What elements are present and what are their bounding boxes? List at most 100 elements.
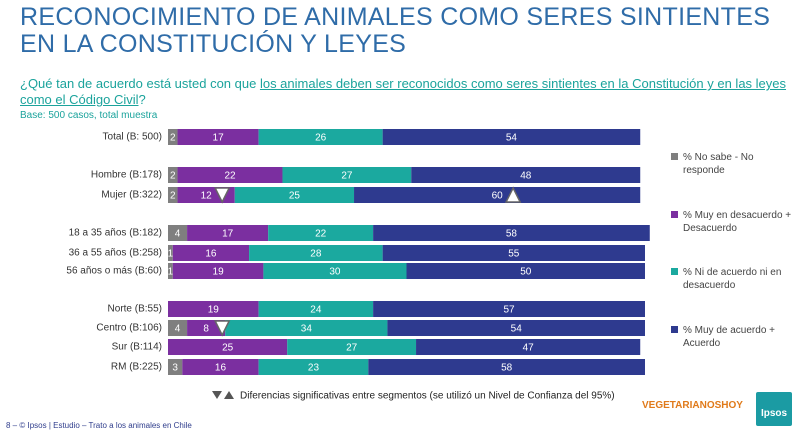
value-label: 16 xyxy=(205,249,217,260)
bar-segment xyxy=(225,320,388,336)
bar-segment xyxy=(234,187,355,203)
value-label: 55 xyxy=(508,249,520,260)
value-label: 50 xyxy=(520,267,532,278)
value-label: 48 xyxy=(520,171,532,182)
value-label: 17 xyxy=(222,229,234,240)
question-highlight: los animales deben ser reconocidos como … xyxy=(20,76,787,107)
value-label: 3 xyxy=(172,363,178,374)
value-label: 54 xyxy=(506,133,518,144)
category-label: Hombre (B:178) xyxy=(91,170,162,181)
category-label: Norte (B:55) xyxy=(108,304,162,315)
value-label: 54 xyxy=(511,324,523,335)
significance-marker xyxy=(213,187,231,204)
value-label: 16 xyxy=(215,363,227,374)
bar-segment xyxy=(406,263,645,279)
bar-segment xyxy=(258,301,374,317)
base-note: Base: 500 casos, total muestra xyxy=(20,110,158,121)
legend-label: % Ni de acuerdo ni en desacuerdo xyxy=(683,267,781,291)
value-label: 22 xyxy=(315,229,327,240)
bar-segment xyxy=(387,320,645,336)
value-label: 1 xyxy=(168,267,174,278)
bar-segment xyxy=(382,129,641,145)
legend-label: % Muy en desacuerdo + Desacuerdo xyxy=(683,210,791,234)
logo-ipsos: Ipsos xyxy=(756,392,792,426)
value-label: 23 xyxy=(308,363,320,374)
value-label: 1 xyxy=(168,249,174,260)
bar-segment xyxy=(168,225,188,241)
bar-segment xyxy=(354,187,641,203)
value-label: 2 xyxy=(170,133,176,144)
value-label: 26 xyxy=(315,133,327,144)
bar-segment xyxy=(177,129,259,145)
bar-segment xyxy=(263,263,407,279)
value-label: 22 xyxy=(224,171,236,182)
value-label: 17 xyxy=(213,133,225,144)
value-label: 25 xyxy=(289,191,301,202)
category-label: Mujer (B:322) xyxy=(101,190,162,201)
bar-segment xyxy=(168,263,173,279)
bar-segment xyxy=(168,187,178,203)
value-label: 27 xyxy=(341,171,353,182)
legend-label: % No sabe - No responde xyxy=(683,152,754,176)
bar-segment xyxy=(411,167,641,183)
value-label: 25 xyxy=(222,343,234,354)
bar-segment xyxy=(373,301,645,317)
note-marker xyxy=(224,391,234,399)
bar-segment xyxy=(258,129,383,145)
bar-segment xyxy=(249,245,383,261)
footer-text: © Ipsos | Estudio – Trato a los animales… xyxy=(19,421,192,430)
bar-segment xyxy=(168,245,173,261)
category-label: Total (B: 500) xyxy=(103,132,162,143)
legend-swatch xyxy=(671,153,678,160)
category-label: Sur (B:114) xyxy=(112,342,162,353)
bar-segment xyxy=(168,339,288,355)
logo-vegetarianos: VEGETARIANOSHOY xyxy=(642,400,743,411)
bar-segment xyxy=(258,359,369,375)
bar-segment xyxy=(168,301,259,317)
value-label: 19 xyxy=(213,267,225,278)
bar-segment xyxy=(182,359,259,375)
value-label: 28 xyxy=(310,249,322,260)
value-label: 4 xyxy=(175,229,181,240)
value-label: 47 xyxy=(523,343,535,354)
bar-segment xyxy=(172,245,250,261)
significance-note: Diferencias significativas entre segment… xyxy=(240,391,615,402)
bar-segment xyxy=(368,359,645,375)
bar-segment xyxy=(268,225,374,241)
value-label: 2 xyxy=(170,191,176,202)
bar-segment xyxy=(382,245,645,261)
category-label: Centro (B:106) xyxy=(96,323,162,334)
bar-segment xyxy=(282,167,412,183)
bar-segment xyxy=(187,225,269,241)
bar-segment xyxy=(287,339,417,355)
bar-segment xyxy=(416,339,641,355)
value-label: 27 xyxy=(346,343,358,354)
question: ¿Qué tan de acuerdo está usted con que l… xyxy=(20,76,790,108)
bar-segment xyxy=(168,320,188,336)
significance-marker xyxy=(504,186,522,203)
title: RECONOCIMIENTO DE ANIMALES COMO SERES SI… xyxy=(20,3,771,58)
value-label: 19 xyxy=(208,305,220,316)
value-label: 8 xyxy=(203,324,209,335)
bar-segment xyxy=(168,167,178,183)
value-label: 24 xyxy=(310,305,322,316)
legend-swatch xyxy=(671,211,678,218)
value-label: 30 xyxy=(329,267,341,278)
question-suffix: ? xyxy=(138,92,146,107)
value-label: 58 xyxy=(501,363,513,374)
bar-segment xyxy=(168,129,178,145)
category-label: 56 años o más (B:60) xyxy=(66,266,162,277)
question-prefix: ¿Qué tan de acuerdo está usted con que xyxy=(20,76,260,91)
category-label: RM (B:225) xyxy=(111,362,162,373)
bar-segment xyxy=(187,320,226,336)
category-label: 18 a 35 años (B:182) xyxy=(69,228,162,239)
legend-swatch xyxy=(671,326,678,333)
value-label: 34 xyxy=(301,324,313,335)
value-label: 57 xyxy=(503,305,515,316)
bar-segment xyxy=(172,263,264,279)
note-marker xyxy=(212,391,222,399)
value-label: 58 xyxy=(506,229,518,240)
legend-swatch xyxy=(671,268,678,275)
